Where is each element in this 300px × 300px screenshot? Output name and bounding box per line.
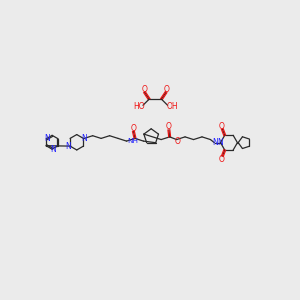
Text: O: O: [142, 85, 147, 94]
Text: O: O: [174, 137, 180, 146]
Text: N: N: [66, 142, 71, 151]
Text: N: N: [81, 134, 87, 143]
Text: O: O: [166, 122, 172, 131]
Text: N: N: [212, 138, 218, 147]
Text: O: O: [219, 122, 225, 130]
Text: NH: NH: [127, 138, 138, 144]
Text: N: N: [217, 138, 223, 147]
Text: HO: HO: [133, 102, 145, 111]
Text: N: N: [50, 146, 56, 154]
Text: O: O: [130, 124, 136, 133]
Text: O: O: [219, 155, 225, 164]
Text: N: N: [44, 134, 50, 143]
Text: O: O: [164, 85, 170, 94]
Text: OH: OH: [167, 102, 178, 111]
